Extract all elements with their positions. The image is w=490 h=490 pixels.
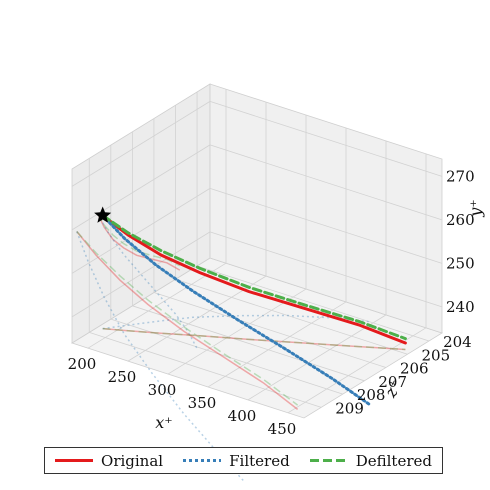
legend-item-original: Original bbox=[55, 452, 163, 470]
back-wall-pane bbox=[209, 83, 443, 334]
grid-line-y bbox=[71, 144, 211, 231]
grid-line-z bbox=[110, 318, 343, 395]
z-tick-label: 207 bbox=[378, 373, 407, 391]
grid-line-z bbox=[153, 292, 387, 368]
legend-label-original: Original bbox=[101, 451, 164, 470]
series-line-original bbox=[101, 214, 407, 345]
x-tick-label: 350 bbox=[188, 394, 217, 412]
grid-line-y-back bbox=[209, 144, 443, 221]
grid-line-y bbox=[71, 231, 211, 318]
legend-item-defiltered: Defiltered bbox=[309, 451, 432, 470]
projection-back-wall-original bbox=[76, 231, 299, 410]
grid-line-y-back bbox=[209, 101, 443, 177]
y-tick-label: 250 bbox=[446, 254, 475, 272]
legend-swatch-original bbox=[55, 459, 94, 462]
start-star-marker bbox=[94, 206, 112, 223]
z-tick-label: 205 bbox=[422, 346, 451, 364]
y-tick-label: 260 bbox=[446, 211, 475, 229]
legend: Original Filtered Defiltered bbox=[44, 447, 443, 474]
legend-item-filtered: Filtered bbox=[183, 452, 290, 470]
projection-back-wall-filtered bbox=[76, 231, 245, 482]
x-tick-label: 300 bbox=[148, 381, 177, 399]
projection-left-wall-defiltered bbox=[97, 213, 181, 267]
grid-line-z bbox=[132, 305, 365, 382]
grid-line-x bbox=[87, 262, 227, 349]
x-tick-label: 450 bbox=[268, 420, 297, 438]
projection-left-wall-filtered bbox=[97, 213, 198, 349]
z-tick-label: 208 bbox=[357, 386, 386, 404]
y-tick-label: 270 bbox=[446, 167, 475, 185]
z-tick-label: 209 bbox=[335, 399, 364, 417]
projection-left-wall-original bbox=[97, 213, 181, 271]
x-axis-label: x⁺ bbox=[155, 413, 172, 432]
grid-line-x bbox=[247, 314, 387, 401]
legend-swatch-defiltered bbox=[309, 459, 348, 462]
x-tick-label: 200 bbox=[68, 355, 97, 373]
grid-line-y bbox=[71, 188, 211, 274]
projection-floor-original bbox=[102, 327, 406, 351]
legend-label-filtered: Filtered bbox=[229, 451, 290, 470]
grid-line-y-back bbox=[209, 188, 443, 264]
grid-line-y bbox=[71, 101, 211, 187]
z-tick-label: 204 bbox=[443, 333, 472, 351]
grid-line-z bbox=[196, 265, 430, 342]
series-line-filtered bbox=[101, 214, 371, 406]
grid-line-z bbox=[89, 331, 322, 408]
grid-line-z bbox=[175, 278, 408, 355]
y-tick-label: 240 bbox=[446, 298, 475, 316]
series-line-defiltered bbox=[101, 214, 407, 341]
projection-curves bbox=[76, 213, 406, 482]
projection-floor-defiltered bbox=[102, 327, 406, 351]
x-tick-label: 400 bbox=[228, 407, 257, 425]
series-lines bbox=[94, 206, 407, 406]
legend-swatch-filtered bbox=[183, 459, 222, 462]
grid-line-y-back bbox=[209, 231, 443, 308]
axis-panes bbox=[71, 83, 443, 419]
legend-label-defiltered: Defiltered bbox=[355, 451, 432, 470]
x-tick-label: 250 bbox=[108, 368, 137, 386]
projection-back-wall-defiltered bbox=[76, 230, 299, 406]
z-tick-label: 206 bbox=[400, 360, 429, 378]
y-axis-label: y⁺ bbox=[466, 199, 485, 217]
